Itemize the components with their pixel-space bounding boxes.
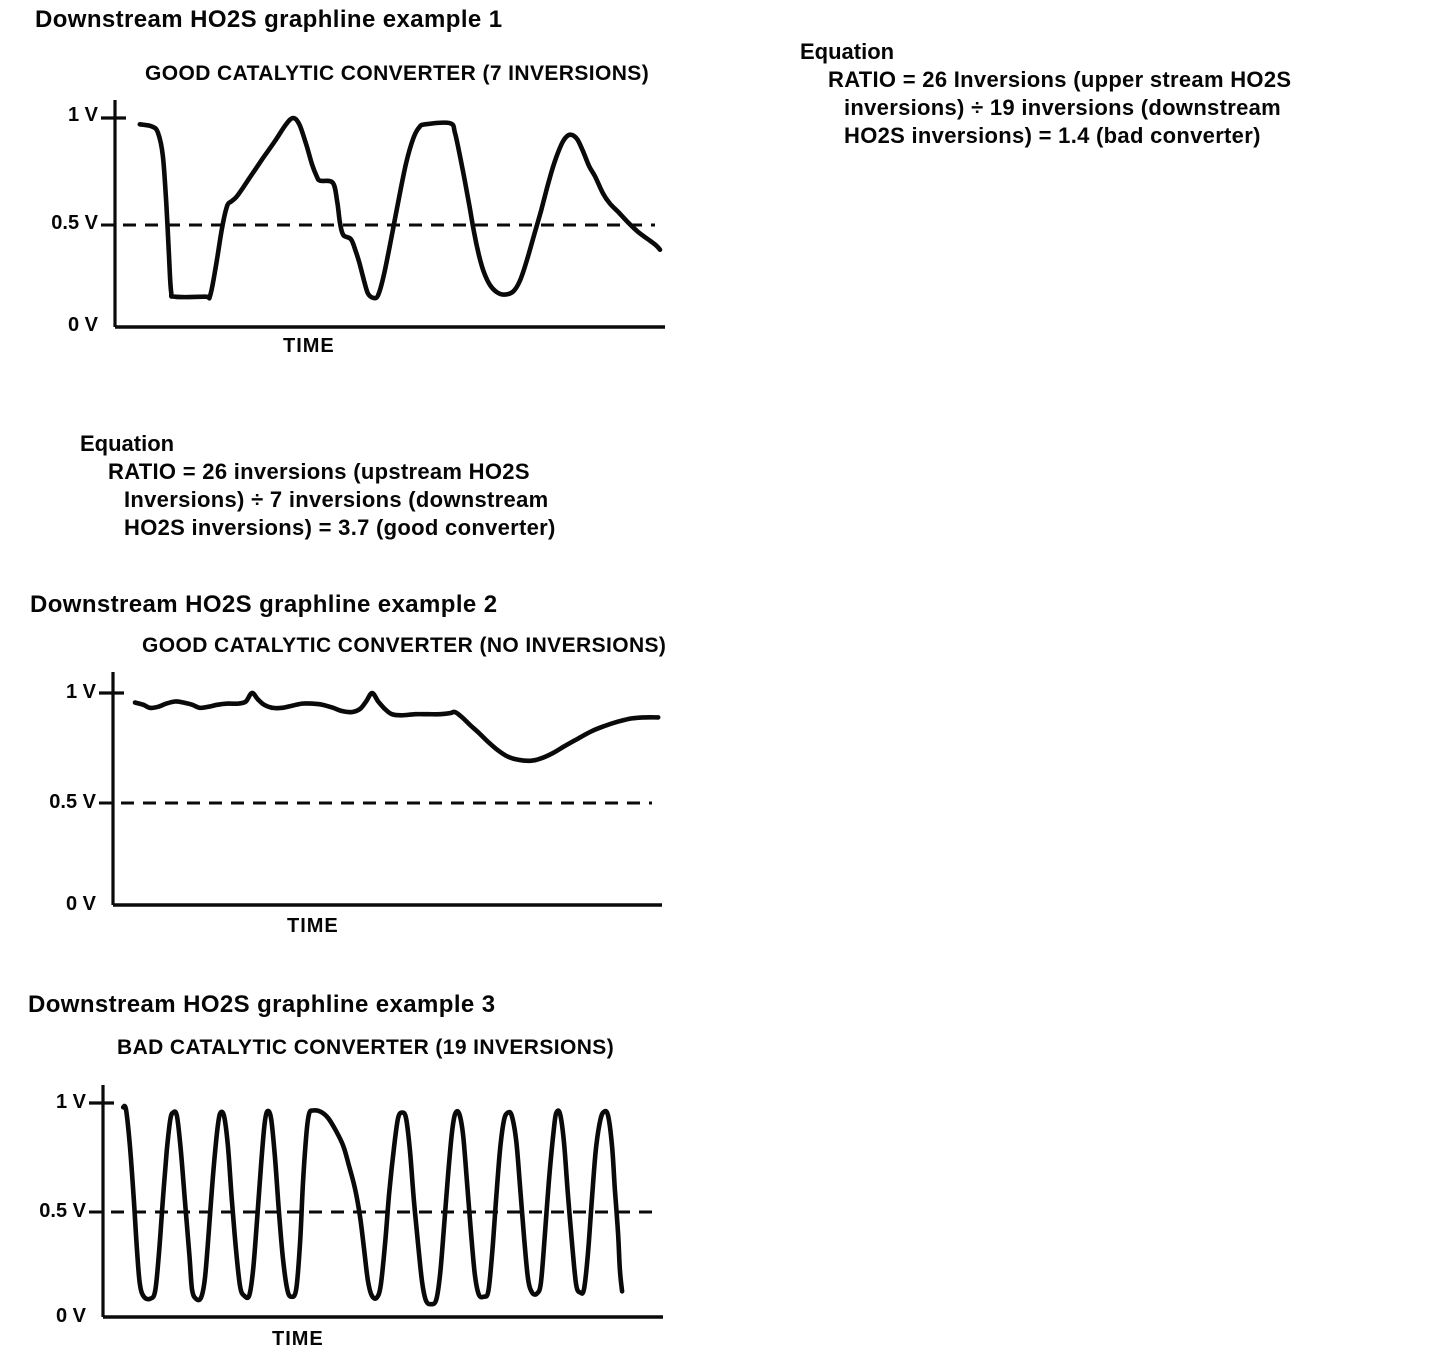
chart1-title: GOOD CATALYTIC CONVERTER (7 INVERSIONS): [145, 62, 650, 85]
chart1-ytick-1v: 1 V: [67, 104, 98, 126]
equation-block-bad: Equation RATIO = 26 Inversions (upper st…: [800, 38, 1291, 150]
chart1-waveform-plot: [101, 100, 665, 329]
chart2-ytick-1v: 1 V: [65, 681, 96, 703]
example3-heading: Downstream HO2S graphline example 3: [28, 991, 496, 1018]
chart2-ytick-05v: 0.5 V: [49, 791, 96, 813]
chart3-ytick-0v: 0 V: [55, 1305, 86, 1327]
chart2-xlabel: TIME: [287, 915, 339, 937]
chart3-title: BAD CATALYTIC CONVERTER (19 INVERSIONS): [117, 1036, 615, 1059]
equation-line: RATIO = 26 inversions (upstream HO2S: [108, 459, 530, 484]
equation-line: HO2S inversions) = 3.7 (good converter): [124, 515, 556, 540]
equation-block-good: Equation RATIO = 26 inversions (upstream…: [80, 430, 556, 542]
chart1-ytick-05v: 0.5 V: [51, 212, 98, 234]
chart1-ytick-0v: 0 V: [67, 314, 98, 336]
equation-line: RATIO = 26 Inversions (upper stream HO2S: [828, 67, 1292, 92]
chart3-ytick-05v: 0.5 V: [39, 1200, 86, 1222]
equation-label: Equation: [80, 431, 175, 456]
equation-line: Inversions) ÷ 7 inversions (downstream: [124, 487, 549, 512]
chart1-xlabel: TIME: [283, 335, 335, 357]
equation-label: Equation: [800, 39, 895, 64]
chart3-waveform-plot: [89, 1085, 663, 1319]
chart2-waveform-plot: [99, 672, 662, 907]
equation-line: HO2S inversions) = 1.4 (bad converter): [844, 123, 1261, 148]
chart3-ytick-1v: 1 V: [55, 1091, 86, 1113]
example2-heading: Downstream HO2S graphline example 2: [30, 591, 498, 618]
equation-line: inversions) ÷ 19 inversions (downstream: [844, 95, 1282, 120]
chart3-xlabel: TIME: [272, 1328, 324, 1350]
example1-heading: Downstream HO2S graphline example 1: [35, 6, 503, 33]
chart2-ytick-0v: 0 V: [65, 893, 96, 915]
chart2-title: GOOD CATALYTIC CONVERTER (NO INVERSIONS): [142, 634, 667, 657]
